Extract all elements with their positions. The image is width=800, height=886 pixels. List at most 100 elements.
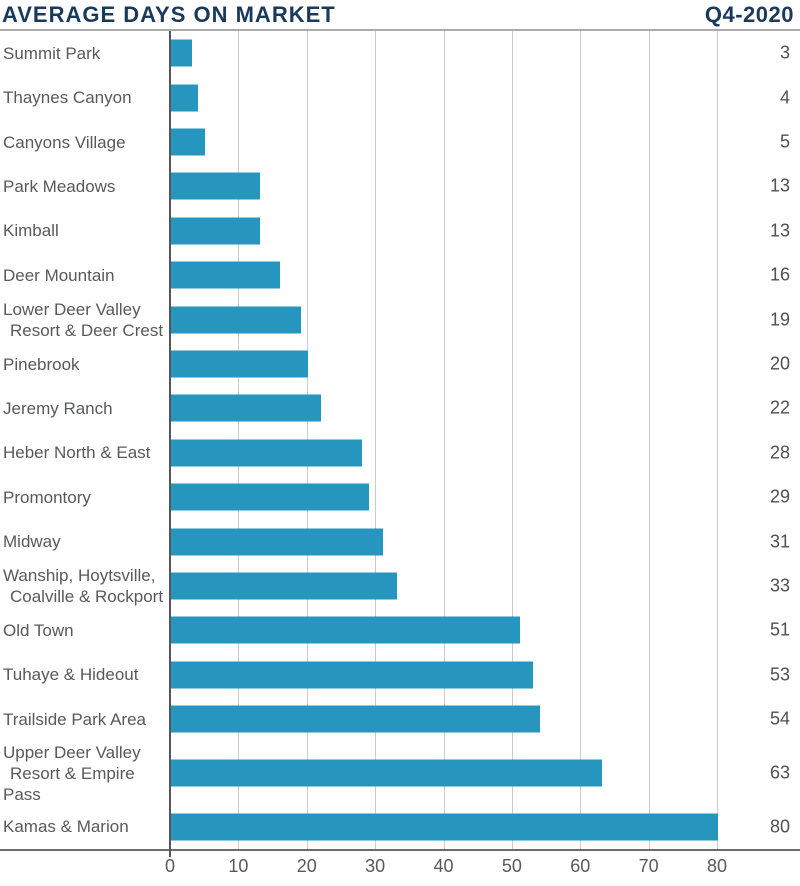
category-label: Old Town xyxy=(0,620,168,641)
chart-title: AVERAGE DAYS ON MARKET xyxy=(2,2,336,27)
x-tick-label: 40 xyxy=(433,856,454,876)
category-label-line: Coalville & Rockport xyxy=(10,587,164,607)
bar xyxy=(171,813,718,841)
bar xyxy=(171,306,301,334)
chart-row: Jeremy Ranch 22 xyxy=(0,386,800,430)
x-tick-label: 60 xyxy=(570,856,591,876)
category-label: Lower Deer Valley Resort & Deer Crest xyxy=(0,299,168,341)
value-label: 53 xyxy=(769,664,790,685)
category-label: Upper Deer Valley Resort & Empire Pass xyxy=(0,742,168,805)
chart-row: Kimball 13 xyxy=(0,209,800,253)
category-label: Heber North & East xyxy=(0,442,168,463)
category-label: Promontory xyxy=(0,487,168,508)
category-label-line: Promontory xyxy=(3,487,91,507)
value-label: 31 xyxy=(769,531,790,552)
x-tick-label: 80 xyxy=(706,856,728,876)
category-label-line: Tuhaye & Hideout xyxy=(3,665,139,685)
value-label: 13 xyxy=(769,220,790,241)
chart-row: Deer Mountain 16 xyxy=(0,253,800,297)
category-label: Deer Mountain xyxy=(0,265,168,286)
category-label: Kimball xyxy=(0,220,168,241)
value-label: 20 xyxy=(769,353,790,374)
category-label-line: Deer Mountain xyxy=(3,265,115,285)
x-tick-label: 50 xyxy=(501,856,522,876)
value-label: 16 xyxy=(769,264,790,285)
gridline xyxy=(580,31,582,849)
x-axis-tick-labels: 0 10 20 30 40 50 60 70 80 xyxy=(0,856,800,882)
bar xyxy=(171,572,397,600)
category-label: Canyons Village xyxy=(0,132,168,153)
category-label: Park Meadows xyxy=(0,176,168,197)
chart-row: Summit Park 3 xyxy=(0,31,800,75)
chart-row: Canyons Village 5 xyxy=(0,120,800,164)
chart-row: Trailside Park Area 54 xyxy=(0,697,800,741)
gridline xyxy=(717,31,718,849)
bar xyxy=(171,705,541,733)
chart-row: Promontory 29 xyxy=(0,475,800,519)
gridline xyxy=(648,31,650,849)
bar xyxy=(171,350,308,378)
bar xyxy=(171,439,363,467)
category-label-line: Wanship, Hoytsville, xyxy=(3,566,156,586)
chart-row: Midway 31 xyxy=(0,519,800,563)
gridline xyxy=(511,31,513,849)
bar xyxy=(171,217,260,245)
category-label: Kamas & Marion xyxy=(0,816,168,837)
chart-row: Tuhaye & Hideout 53 xyxy=(0,653,800,697)
value-label: 19 xyxy=(769,309,790,330)
bar xyxy=(171,261,281,289)
category-label: Pinebrook xyxy=(0,354,168,375)
category-label-line: Canyons Village xyxy=(3,132,126,152)
chart-period-label: Q4-2020 xyxy=(704,2,794,27)
x-tick-label: 30 xyxy=(365,856,386,876)
bar xyxy=(171,394,322,422)
bar xyxy=(171,759,602,787)
category-label: Trailside Park Area xyxy=(0,709,168,730)
gridline xyxy=(375,31,377,849)
value-label: 28 xyxy=(769,442,790,463)
chart-row: Old Town 51 xyxy=(0,608,800,652)
category-label-line: Resort & Deer Crest xyxy=(10,320,164,340)
x-axis-line xyxy=(0,849,800,851)
value-label: 29 xyxy=(769,486,790,507)
chart-row: Thaynes Canyon 4 xyxy=(0,75,800,119)
chart-row: Heber North & East 28 xyxy=(0,431,800,475)
category-label-line: Resort & Empire Pass xyxy=(3,763,135,804)
category-label-line: Heber North & East xyxy=(3,443,151,463)
zero-baseline xyxy=(169,31,171,857)
value-label: 80 xyxy=(769,816,790,837)
category-label-line: Pinebrook xyxy=(3,354,80,374)
chart-row: Upper Deer Valley Resort & Empire Pass 63 xyxy=(0,742,800,805)
chart-row: Lower Deer Valley Resort & Deer Crest 19 xyxy=(0,297,800,341)
bar xyxy=(171,172,260,200)
gridline xyxy=(443,31,445,849)
bar xyxy=(171,661,534,689)
bar xyxy=(171,39,192,67)
x-tick-label: 20 xyxy=(296,856,317,876)
bar xyxy=(171,528,383,556)
category-label: Tuhaye & Hideout xyxy=(0,664,168,685)
chart-rows: Summit Park 3 Thaynes Canyon 4 Canyons Villa… xyxy=(0,31,800,849)
value-label: 13 xyxy=(769,175,790,196)
category-label-line: Kimball xyxy=(3,221,59,241)
header-divider xyxy=(0,29,800,31)
bar xyxy=(171,128,206,156)
category-label-line: Thaynes Canyon xyxy=(3,88,132,108)
category-label-line: Summit Park xyxy=(3,43,101,63)
category-label-line: Kamas & Marion xyxy=(3,817,129,837)
category-label-line: Old Town xyxy=(3,620,74,640)
category-label-line: Park Meadows xyxy=(3,176,116,196)
value-label: 33 xyxy=(769,575,790,596)
category-label: Jeremy Ranch xyxy=(0,398,168,419)
category-label-line: Midway xyxy=(3,532,61,552)
x-tick-label: 70 xyxy=(638,856,659,876)
category-label: Wanship, Hoytsville, Coalville & Rockport xyxy=(0,565,168,607)
value-label: 4 xyxy=(779,87,790,108)
chart-row: Park Meadows 13 xyxy=(0,164,800,208)
chart-row: Wanship, Hoytsville, Coalville & Rockport… xyxy=(0,564,800,608)
value-label: 22 xyxy=(769,397,790,418)
bar xyxy=(171,483,370,511)
value-label: 3 xyxy=(779,42,790,63)
category-label: Midway xyxy=(0,531,168,552)
